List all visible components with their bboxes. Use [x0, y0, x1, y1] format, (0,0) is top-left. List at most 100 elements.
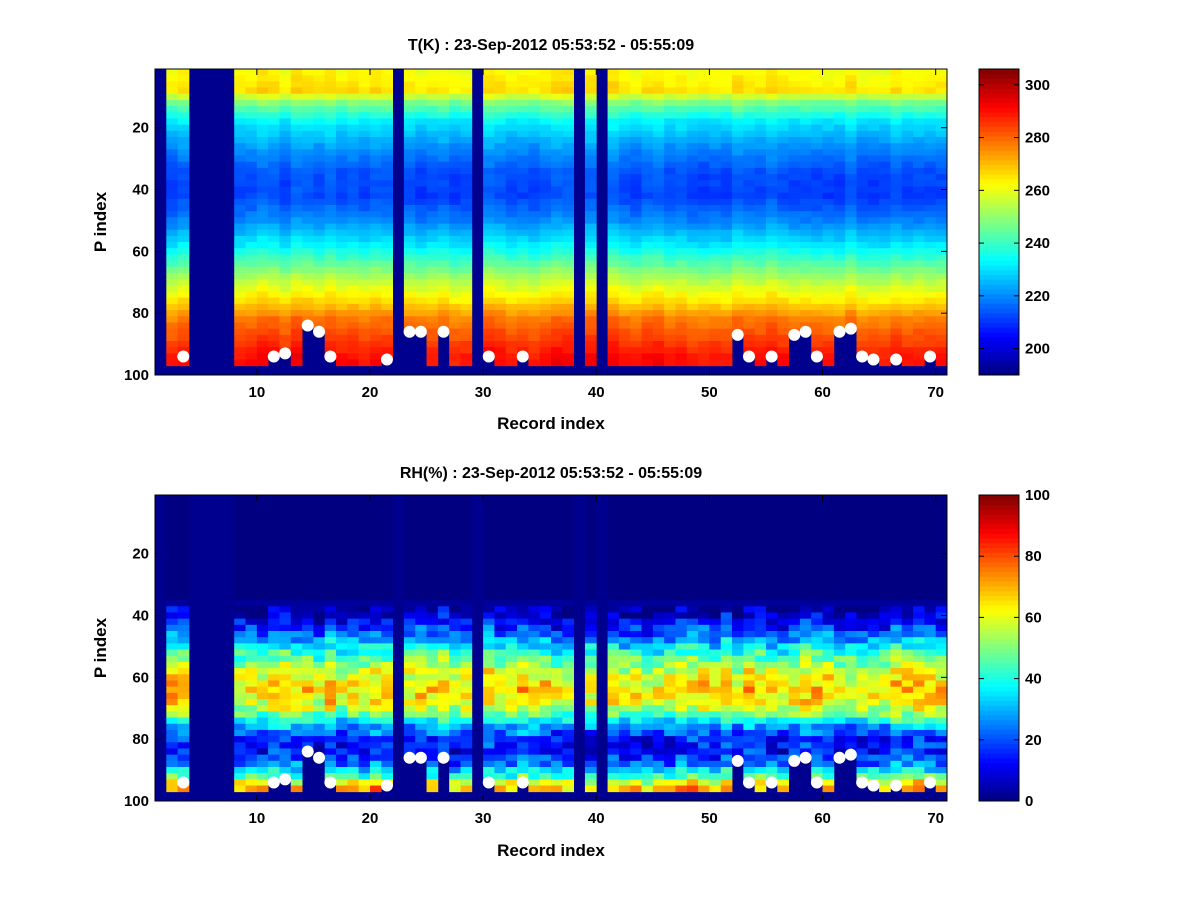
- humidity-cell: [686, 606, 699, 613]
- humidity-cell: [290, 550, 303, 558]
- temperature-cell: [675, 310, 688, 317]
- temperature-cell: [528, 192, 541, 200]
- temperature-cell: [415, 273, 427, 280]
- humidity-cell: [517, 680, 529, 688]
- humidity-cell: [720, 655, 733, 663]
- temperature-cell: [177, 81, 190, 88]
- temperature-cell: [313, 198, 326, 206]
- temperature-cell: [483, 242, 495, 249]
- temperature-cell: [618, 297, 631, 305]
- humidity-cell: [381, 674, 393, 681]
- humidity-cell: [686, 680, 699, 688]
- temperature-colorbar-segment: [979, 303, 1019, 309]
- temperature-cell: [845, 180, 857, 187]
- temperature-cell: [324, 285, 337, 292]
- humidity-cell: [437, 692, 450, 700]
- humidity-cell: [698, 538, 710, 545]
- temperature-cell: [856, 87, 869, 95]
- humidity-cell: [437, 668, 450, 675]
- humidity-cell: [245, 624, 258, 632]
- temperature-cell: [607, 334, 620, 342]
- temperature-cell: [551, 266, 563, 274]
- temperature-cell: [720, 328, 733, 336]
- humidity-cell: [358, 538, 371, 545]
- humidity-cell: [279, 748, 292, 756]
- humidity-cell: [166, 705, 179, 712]
- temperature-cell: [279, 161, 292, 169]
- humidity-cell: [324, 699, 337, 706]
- temperature-cell: [675, 186, 688, 194]
- temperature-cell: [539, 81, 552, 88]
- temperature-cell: [551, 124, 563, 132]
- humidity-cell: [641, 618, 654, 626]
- temperature-cell: [505, 297, 518, 305]
- temperature-cell: [675, 87, 688, 95]
- humidity-cell: [279, 661, 292, 669]
- temperature-cell: [256, 322, 269, 330]
- temperature-cell: [675, 69, 688, 76]
- temperature-cell: [426, 112, 439, 119]
- temperature-cell: [765, 130, 778, 138]
- humidity-cell: [618, 655, 631, 663]
- temperature-cell: [890, 167, 903, 175]
- temperature-cell: [641, 266, 654, 274]
- temperature-cell: [641, 75, 654, 82]
- temperature-cell: [539, 316, 552, 323]
- temperature-cell: [256, 328, 269, 336]
- humidity-cell: [426, 692, 439, 700]
- humidity-cell: [675, 779, 688, 786]
- humidity-cell: [517, 668, 529, 675]
- humidity-cell: [234, 544, 246, 552]
- humidity-cell: [403, 723, 416, 731]
- humidity-cell: [256, 612, 269, 620]
- humidity-cell: [403, 692, 416, 700]
- temperature-cell: [539, 273, 552, 280]
- temperature-cell: [279, 291, 292, 299]
- temperature-cell: [686, 260, 699, 268]
- humidity-cell: [528, 587, 541, 595]
- temperature-cell: [177, 310, 190, 317]
- humidity-cell: [234, 513, 246, 521]
- temperature-cell: [517, 316, 529, 323]
- temperature-cell: [799, 161, 812, 169]
- temperature-cell: [460, 211, 473, 218]
- temperature-cell: [256, 235, 269, 243]
- humidity-cell: [698, 556, 710, 564]
- temperature-cell: [652, 322, 665, 330]
- temperature-cell: [381, 242, 393, 249]
- temperature-cell: [822, 347, 835, 354]
- humidity-cell: [381, 736, 393, 743]
- temperature-cell: [777, 155, 789, 163]
- temperature-cell: [313, 260, 326, 268]
- humidity-cell: [426, 538, 439, 545]
- humidity-cell: [709, 754, 722, 762]
- temperature-cell: [234, 99, 246, 107]
- humidity-panel: RH(%) : 23-Sep-2012 05:53:52 - 05:55:09 …: [91, 465, 1050, 860]
- humidity-cell: [630, 785, 642, 793]
- temperature-cell: [358, 297, 371, 305]
- temperature-cell: [256, 167, 269, 175]
- temperature-cell: [177, 242, 190, 249]
- temperature-cell: [641, 118, 654, 126]
- temperature-cell: [234, 217, 246, 224]
- temperature-cell: [449, 322, 461, 330]
- humidity-cell: [426, 575, 439, 582]
- humidity-cell: [256, 785, 269, 793]
- humidity-cell: [358, 754, 371, 762]
- humidity-cell: [460, 711, 473, 718]
- temperature-cell: [268, 223, 280, 231]
- temperature-cell: [686, 167, 699, 175]
- temperature-cell: [290, 303, 303, 311]
- temperature-cell: [528, 303, 541, 311]
- humidity-cell: [618, 581, 631, 589]
- temperature-cell: [822, 223, 835, 231]
- temperature-cell: [743, 137, 756, 144]
- temperature-cell: [879, 198, 891, 206]
- temperature-cell: [369, 192, 382, 200]
- humidity-cell: [698, 767, 710, 774]
- temperature-cell: [358, 291, 371, 299]
- humidity-cell: [539, 501, 552, 508]
- temperature-cell: [381, 328, 393, 336]
- humidity-cell: [347, 581, 360, 589]
- temperature-cell: [799, 81, 812, 88]
